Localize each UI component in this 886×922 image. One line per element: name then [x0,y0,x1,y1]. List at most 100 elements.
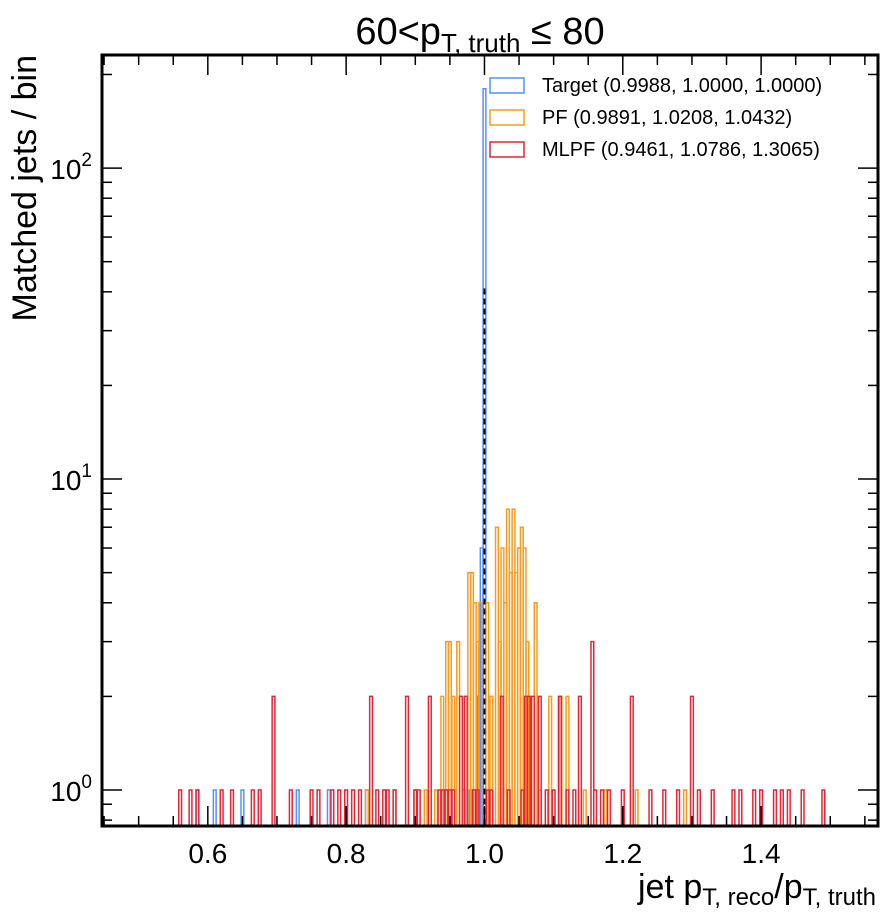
histogram-bin [475,789,480,826]
legend-label: PF (0.9891, 1.0208, 1.0432) [542,107,792,129]
legend-label: Target (0.9988, 1.0000, 1.0000) [542,75,822,97]
x-tick-label: 1.2 [603,838,642,869]
y-tick-label: 102 [50,150,92,185]
axis-ticks [102,55,878,826]
histogram-bin [295,789,300,826]
x-tick-label: 0.6 [188,838,227,869]
histogram-bin [506,789,511,826]
histogram-bin [689,695,695,826]
histogram-bin [582,789,587,826]
histogram-bin [752,789,757,826]
histogram-bin [599,789,605,826]
y-tick-label: 101 [50,461,92,496]
xlabel-pre: jet p [637,868,702,906]
histogram-bin [544,789,549,826]
histogram-bin [682,789,688,826]
histogram-bin [416,789,421,826]
histogram-bin [590,640,595,826]
histogram-bin [821,789,826,826]
histogram-bin [565,695,570,826]
legend-swatch [489,141,525,158]
title-lt: < [398,11,420,53]
histogram-bin [385,789,390,826]
x-tick-label: 0.8 [327,838,366,869]
y-tick-labels: 100 101 102 [50,150,92,807]
plot-frame [100,53,880,828]
histogram-bin [696,789,702,826]
histogram-bin [482,87,487,826]
histogram-bin [309,789,314,826]
histogram-bin [212,789,217,826]
x-tick-labels: 0.6 0.8 1.0 1.2 1.4 [188,838,780,869]
histogram-bin [772,789,778,826]
histogram-bin [710,789,715,826]
legend-swatch [489,109,525,126]
histogram-bin [219,789,224,826]
histogram-bin [463,695,468,826]
x-tick-label: 1.0 [465,838,504,869]
xlabel-sub1: T, reco [702,884,774,911]
histogram-bin [551,789,556,826]
histogram-bin [368,695,374,826]
histogram-bin [427,695,432,826]
title-p: p [420,11,441,53]
histogram-bin [758,789,764,826]
histogram-bin [592,789,598,826]
series-0 [195,87,487,826]
histogram-bin [738,789,743,826]
histogram-bin [188,789,193,826]
histogram-bin [557,695,562,826]
histogram-bin [620,789,625,826]
histogram-bin [404,695,410,826]
histogram-bin [530,695,536,826]
histogram-bin [548,695,553,826]
histogram-series-group [178,87,826,826]
histogram-bin [257,789,262,826]
histogram-bin [478,602,483,826]
title-prefix: 60 [355,11,397,53]
series-2 [178,640,826,826]
histogram-bin [250,789,255,826]
histogram-bin [458,695,464,826]
histogram-bin [316,789,321,826]
histogram-bin [634,789,639,826]
y-tick-label: 100 [50,772,92,807]
histogram-bin [364,789,370,826]
xlabel-sub2: T, truth [803,884,876,911]
title-sub: T, truth [441,28,520,58]
chart-title: 60<pT, truth ≤ 80 [355,11,604,58]
histogram-bin [423,789,428,826]
histogram-bin [606,789,612,826]
y-axis-label: Matched jets / bin [6,55,44,321]
histogram-bin [731,789,736,826]
histogram-bin [629,695,634,826]
histogram-bin [779,789,784,826]
histogram-bin [337,789,342,826]
histogram-bin [648,789,653,826]
histogram-bin [485,602,490,826]
histogram-bin [526,695,531,826]
histogram-bin [675,789,681,826]
series-1 [364,508,688,826]
xlabel-mid: /p [774,868,802,906]
histogram-bin [357,789,363,826]
histogram-bin [350,789,356,826]
histogram-bin [572,789,577,826]
title-suffix: ≤ 80 [520,11,604,53]
x-tick-label: 1.4 [742,838,781,869]
histogram-bin [240,789,245,826]
histogram-bin [537,695,542,826]
histogram-bin [489,695,494,826]
histogram-bin [451,789,456,826]
histogram-bin [565,789,570,826]
x-axis-label: jet pT, reco/pT, truth [637,868,876,911]
histogram-bin [271,695,276,826]
legend: Target (0.9988, 1.0000, 1.0000) PF (0.989… [489,75,822,161]
histogram-bin [330,789,335,826]
histogram-bin [288,789,293,826]
histogram-bin [786,789,791,826]
histogram-bin [662,789,667,826]
histogram-bin [499,695,504,826]
histogram-bin [440,695,445,826]
